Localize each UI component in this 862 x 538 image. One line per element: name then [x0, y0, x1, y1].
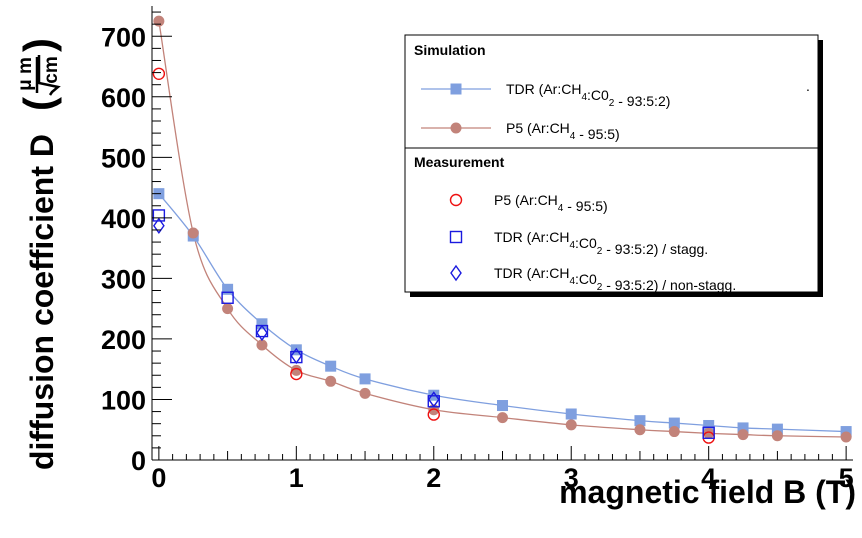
series-1-point — [325, 375, 337, 387]
series-0-point — [634, 415, 646, 427]
series-1-point — [256, 339, 268, 351]
legend-label-0: TDR (Ar:CH4:C02 - 93:5:2) — [506, 81, 670, 109]
x-tick-label: 1 — [289, 463, 304, 493]
series-1-point — [668, 426, 680, 438]
y-tick-label: 500 — [101, 143, 146, 173]
legend-marker-2 — [449, 193, 463, 207]
series-0-point — [256, 318, 268, 330]
series-4-point — [427, 391, 440, 408]
series-1-point — [565, 419, 577, 431]
series-1-point — [771, 430, 783, 442]
series-1-point — [153, 15, 165, 27]
series-2-point — [427, 408, 440, 421]
x-tick-label: 2 — [426, 463, 441, 493]
series-0-point — [325, 360, 337, 372]
unit-denominator: cm — [41, 56, 62, 83]
legend-marker-0 — [450, 83, 462, 95]
x-tick-label: 3 — [564, 463, 579, 493]
series-3-point — [221, 291, 234, 304]
legend-measurement-header: Measurement — [414, 154, 505, 170]
series-4-point — [256, 324, 268, 342]
legend-marker-1 — [450, 122, 462, 134]
series-3-point — [702, 426, 715, 439]
legend-entries: TDR (Ar:CH4:C02 - 93:5:2) P5 (Ar:CH4 - 95… — [421, 81, 736, 293]
y-axis-unit: ( μ m cm ) — [15, 38, 62, 111]
series-1-point — [290, 364, 302, 376]
y-tick-label: 0 — [131, 446, 146, 476]
series-1-point — [737, 429, 749, 441]
y-tick-label: 100 — [101, 385, 146, 415]
series-1-point — [187, 227, 199, 239]
y-tick-label: 200 — [101, 325, 146, 355]
series-2-point — [152, 67, 166, 80]
legend-stray-mark: . — [806, 78, 810, 94]
series-0-point — [703, 419, 715, 431]
unit-paren-open: ( — [15, 97, 62, 111]
series-4-point — [290, 347, 303, 365]
series-3-point — [152, 209, 166, 222]
y-axis-title: diffusion coefficient D — [24, 134, 60, 470]
series-0-point — [497, 400, 508, 412]
legend-label-1: P5 (Ar:CH4 - 95:5) — [506, 120, 620, 142]
x-axis-title: magnetic field B (T) — [559, 474, 856, 510]
unit-paren-close: ) — [15, 38, 62, 52]
y-tick-label: 300 — [101, 264, 146, 294]
y-tick-label: 700 — [101, 22, 146, 52]
axes: 0 1 2 3 4 5 0 100 200 300 400 500 600 700 — [101, 6, 854, 493]
unit-sqrt-sign — [37, 55, 61, 96]
series-4-point — [153, 217, 165, 234]
series-1-point — [703, 427, 715, 439]
series-0-point — [222, 283, 234, 295]
series-1-point — [634, 424, 646, 436]
unit-numerator: μ m — [15, 57, 36, 91]
y-axis-title-group: diffusion coefficient D — [24, 134, 60, 470]
series-1-point — [359, 387, 371, 399]
x-tick-label: 5 — [839, 463, 854, 493]
series-1-point — [840, 431, 852, 443]
legend-marker-4 — [450, 264, 462, 282]
series-0-point — [359, 373, 371, 385]
series-curve-0 — [158, 193, 847, 433]
series-1-point — [497, 412, 508, 424]
legend-label-2: P5 (Ar:CH4 - 95:5) — [494, 192, 608, 214]
y-tick-label: 400 — [101, 204, 146, 234]
series-0-point — [565, 408, 577, 420]
x-tick-label: 0 — [151, 463, 166, 493]
y-tick-label: 600 — [101, 83, 146, 113]
series-2-point — [290, 367, 303, 381]
legend-box — [404, 34, 819, 293]
legend: Simulation Measurement . TDR (Ar:CH4:C02… — [404, 34, 823, 297]
legend-label-4: TDR (Ar:CH4:C02 - 93:5:2) / non-stagg. — [494, 265, 736, 293]
series-0-point — [668, 417, 680, 429]
series-0-point — [771, 423, 783, 435]
legend-label-3: TDR (Ar:CH4:C02 - 93:5:2) / stagg. — [494, 229, 708, 257]
series-1-point — [222, 303, 234, 315]
x-tick-label: 4 — [701, 463, 716, 493]
legend-marker-3 — [449, 230, 463, 244]
legend-simulation-header: Simulation — [414, 42, 486, 58]
series-0-point — [737, 422, 749, 434]
